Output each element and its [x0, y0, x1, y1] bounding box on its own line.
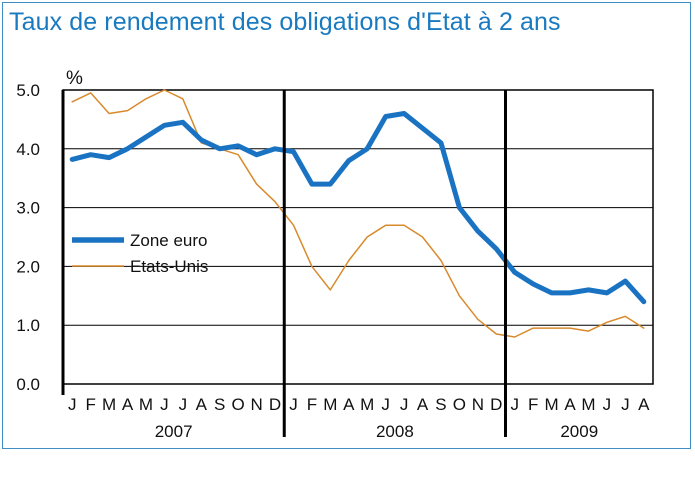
- x-month-label: J: [289, 395, 298, 414]
- x-year-label: 2009: [560, 422, 598, 441]
- x-month-label: N: [250, 395, 262, 414]
- chart-title: Taux de rendement des obligations d'Etat…: [9, 8, 561, 36]
- y-tick-label: 0.0: [16, 375, 40, 394]
- x-month-label: A: [564, 395, 576, 414]
- y-tick-label: 5.0: [16, 81, 40, 100]
- x-month-label: D: [269, 395, 281, 414]
- y-tick-label: 2.0: [16, 257, 40, 276]
- x-month-label: S: [435, 395, 446, 414]
- legend-label-etats-unis: Etats-Unis: [130, 257, 208, 276]
- x-month-label: A: [343, 395, 355, 414]
- x-month-label: D: [490, 395, 502, 414]
- x-year-label: 2008: [376, 422, 414, 441]
- x-month-label: M: [581, 395, 595, 414]
- grid-lines: [63, 148, 653, 326]
- series-lines: [69, 89, 647, 338]
- chart-frame: [2, 2, 691, 449]
- x-month-label: F: [307, 395, 317, 414]
- x-month-label: O: [232, 395, 245, 414]
- x-month-label: J: [603, 395, 612, 414]
- x-month-label: F: [528, 395, 538, 414]
- x-month-label: F: [85, 395, 95, 414]
- x-month-label: J: [510, 395, 519, 414]
- x-month-label: M: [360, 395, 374, 414]
- y-tick-label: 4.0: [16, 140, 40, 159]
- x-month-label: M: [323, 395, 337, 414]
- x-month-label: A: [638, 395, 650, 414]
- y-tick-label: 3.0: [16, 199, 40, 218]
- x-year-label: 2007: [155, 422, 193, 441]
- x-month-label: N: [472, 395, 484, 414]
- legend: Zone euro Etats-Unis: [72, 231, 208, 276]
- plot-area: [62, 89, 654, 385]
- y-axis-unit: %: [66, 68, 83, 89]
- x-month-label: J: [400, 395, 409, 414]
- series-line-zone-euro: [69, 111, 647, 305]
- series-line-etats-unis: [71, 89, 645, 338]
- legend-label-zone-euro: Zone euro: [130, 231, 208, 250]
- x-month-label: A: [196, 395, 208, 414]
- x-month-label: S: [214, 395, 225, 414]
- x-month-label: A: [122, 395, 134, 414]
- x-month-label: J: [381, 395, 390, 414]
- x-month-label: O: [453, 395, 466, 414]
- y-axis-ticks: 0.0 1.0 2.0 3.0 4.0 5.0: [16, 81, 40, 394]
- x-month-label: J: [621, 395, 630, 414]
- x-month-label: M: [545, 395, 559, 414]
- x-month-label: M: [139, 395, 153, 414]
- x-month-label: M: [102, 395, 116, 414]
- x-month-label: J: [179, 395, 188, 414]
- x-axis-year-labels: 2007 2008 2009: [155, 422, 598, 441]
- year-dividers: [61, 90, 507, 437]
- x-month-label: J: [160, 395, 169, 414]
- x-month-label: A: [417, 395, 429, 414]
- y-tick-label: 1.0: [16, 316, 40, 335]
- x-month-label: J: [68, 395, 77, 414]
